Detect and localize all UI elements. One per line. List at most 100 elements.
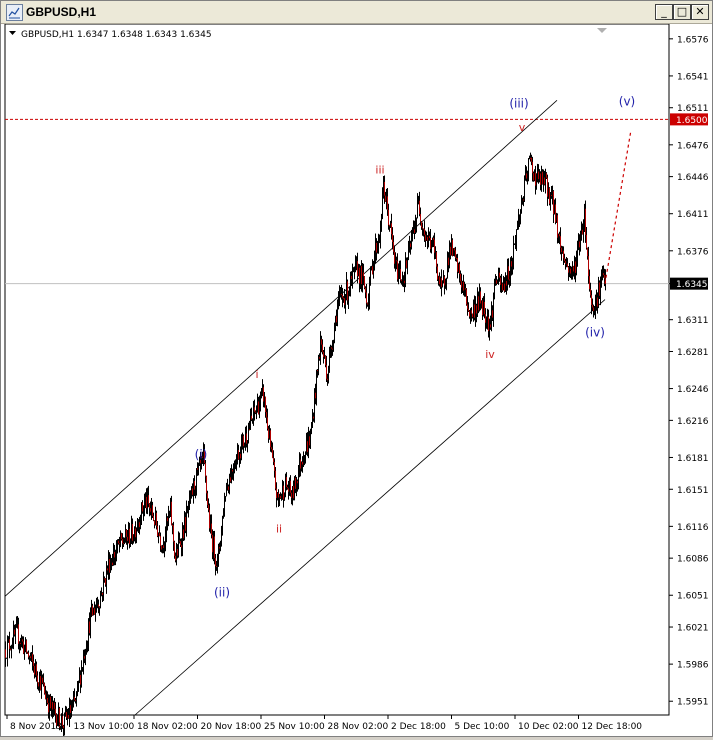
- triangle-down-icon[interactable]: [9, 31, 16, 35]
- candle-body: [145, 496, 146, 502]
- candle: [394, 245, 395, 269]
- candle-body: [115, 553, 116, 558]
- candle-body: [45, 693, 46, 700]
- channel-line-2[interactable]: [134, 299, 606, 716]
- candle: [545, 168, 546, 194]
- close-button[interactable]: ✕: [691, 4, 709, 20]
- candle: [122, 533, 123, 550]
- candle-body: [277, 492, 278, 499]
- candle: [404, 271, 405, 293]
- candle-body: [600, 283, 601, 296]
- y-tick-label: 1.6021: [677, 624, 709, 634]
- forecast-line[interactable]: [604, 129, 632, 284]
- candle: [152, 501, 153, 519]
- candle-body: [139, 522, 140, 528]
- candle: [557, 213, 558, 244]
- minimize-button[interactable]: _: [655, 4, 673, 20]
- y-tick-label: 1.6376: [677, 247, 709, 257]
- candle-body: [114, 551, 115, 558]
- candle: [120, 530, 121, 548]
- candle-body: [323, 351, 324, 358]
- candle-body: [595, 303, 596, 311]
- candle-body: [135, 528, 136, 538]
- candle: [575, 257, 576, 283]
- candle-body: [176, 548, 177, 561]
- candle-body: [539, 173, 540, 180]
- candle-body: [74, 696, 75, 700]
- candle: [22, 636, 23, 649]
- candle: [160, 532, 161, 552]
- candle-body: [471, 310, 472, 314]
- candle-body: [356, 261, 357, 265]
- candle-body: [416, 218, 417, 224]
- candle-body: [279, 496, 280, 498]
- candle: [272, 442, 273, 459]
- candle: [326, 355, 327, 382]
- candle: [438, 275, 439, 286]
- candle-body: [344, 298, 345, 305]
- candle: [169, 510, 170, 519]
- candle-body: [82, 667, 83, 669]
- candle-body: [85, 652, 86, 659]
- candle: [273, 450, 274, 466]
- candle: [506, 275, 507, 295]
- candle-body: [544, 177, 545, 185]
- shift-marker-icon[interactable]: [597, 28, 607, 33]
- candle-body: [372, 266, 373, 275]
- candle: [416, 217, 417, 233]
- candle: [250, 408, 251, 430]
- chart-area[interactable]: i ii iii iv v (i) (ii) (iii) (iv) (v) 1.6576 1.654…: [1, 23, 712, 738]
- candle-body: [522, 199, 523, 204]
- candle-body: [590, 289, 591, 296]
- candle-body: [56, 714, 57, 726]
- candle: [136, 527, 137, 544]
- candle: [395, 252, 396, 272]
- candle: [496, 275, 497, 286]
- candle: [464, 281, 465, 297]
- candle-body: [232, 469, 233, 472]
- wave-label-iv: iv: [485, 348, 495, 361]
- candle: [458, 262, 459, 274]
- candle: [431, 239, 432, 254]
- maximize-button[interactable]: □: [673, 4, 691, 20]
- candle: [372, 259, 373, 275]
- candle: [109, 552, 110, 580]
- channel-line-1[interactable]: [4, 100, 558, 597]
- candle-body: [28, 652, 29, 658]
- candle-body: [574, 261, 575, 272]
- candle-body: [10, 648, 11, 651]
- candle-body: [46, 698, 47, 700]
- candle: [376, 238, 377, 261]
- candle: [408, 240, 409, 261]
- candle: [302, 456, 303, 473]
- candle: [95, 604, 96, 622]
- candle: [347, 279, 348, 305]
- candle-body: [404, 280, 405, 284]
- candle-body: [168, 514, 169, 522]
- candle-body: [272, 449, 273, 458]
- candle-body: [538, 171, 539, 180]
- candle-body: [559, 234, 560, 237]
- y-tick-label: 1.5986: [677, 661, 709, 671]
- candle: [533, 171, 534, 182]
- candle: [332, 340, 333, 356]
- candle: [517, 220, 518, 230]
- candle-body: [413, 229, 414, 232]
- candle: [582, 223, 583, 235]
- candle: [559, 231, 560, 245]
- title-bar[interactable]: GBPUSD,H1 _ □ ✕: [1, 1, 712, 24]
- candle-body: [254, 407, 255, 412]
- candle-body: [203, 451, 204, 457]
- candle-body: [64, 712, 65, 729]
- candle: [118, 539, 119, 545]
- candle-body: [570, 268, 571, 274]
- candle: [245, 426, 246, 451]
- candle: [477, 287, 478, 318]
- candle-body: [325, 355, 326, 366]
- candle-body: [456, 257, 457, 259]
- candle: [209, 503, 210, 532]
- candle-body: [562, 250, 563, 253]
- candle: [398, 263, 399, 285]
- candle: [542, 169, 543, 185]
